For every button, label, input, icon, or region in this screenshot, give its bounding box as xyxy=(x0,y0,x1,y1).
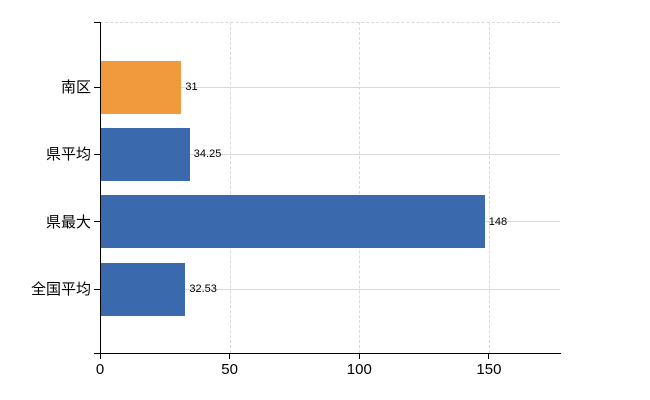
x-axis-tick xyxy=(358,354,360,359)
bar-value-label: 148 xyxy=(488,215,508,228)
bar-value-label: 31 xyxy=(185,81,198,93)
plot-top-border xyxy=(100,22,560,23)
x-axis-tick xyxy=(99,354,101,359)
category-label: 全国平均 xyxy=(30,281,91,298)
x-tick-label: 150 xyxy=(476,361,502,378)
bar-県平均 xyxy=(101,127,190,181)
category-gridline xyxy=(100,153,560,155)
x-axis-tick xyxy=(488,354,490,359)
x-axis xyxy=(100,353,561,354)
y-axis-tick xyxy=(94,288,100,290)
y-axis-tick xyxy=(94,153,100,155)
x-tick-label: 0 xyxy=(95,361,105,378)
bar-県最大 xyxy=(101,195,485,249)
category-label: 南区 xyxy=(60,79,91,96)
x-gridline xyxy=(488,22,490,353)
x-tick-label: 50 xyxy=(221,361,238,378)
y-axis-tick xyxy=(94,221,100,223)
y-axis-tick xyxy=(94,22,100,23)
y-axis xyxy=(100,22,101,353)
category-gridline xyxy=(100,288,560,290)
x-tick-label: 100 xyxy=(346,361,372,378)
y-axis-tick xyxy=(94,353,100,354)
category-gridline xyxy=(100,86,560,88)
x-axis-tick xyxy=(229,354,231,359)
bar-全国平均 xyxy=(101,262,186,316)
plot-area: 31 34.25 148 32.53 0 50 100 150 南区県平均県最大全国平均 xyxy=(31,22,561,377)
y-axis-tick xyxy=(94,86,100,88)
bar-南区 xyxy=(101,60,182,114)
bar-value-label: 34.25 xyxy=(193,148,222,161)
x-gridline xyxy=(359,22,361,353)
x-gridline xyxy=(229,22,231,353)
category-label: 県最大 xyxy=(45,213,91,231)
bar-value-label: 32.53 xyxy=(189,283,217,295)
category-label: 県平均 xyxy=(45,146,91,164)
